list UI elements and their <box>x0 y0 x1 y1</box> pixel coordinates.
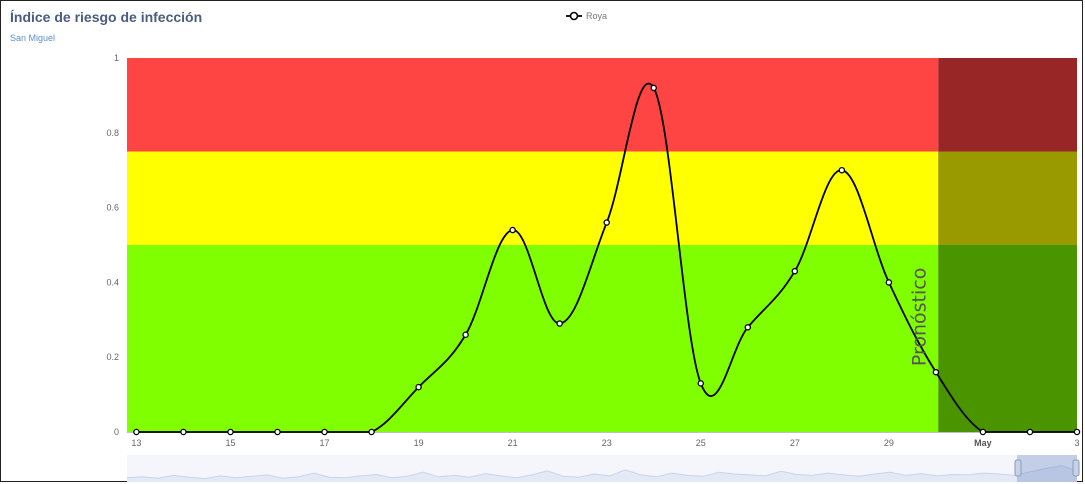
y-tick-label: 0.6 <box>106 203 119 213</box>
x-tick-label: 21 <box>508 438 518 448</box>
legend[interactable]: Roya <box>566 11 607 21</box>
x-tick-label: 17 <box>320 438 330 448</box>
data-point <box>885 279 893 286</box>
y-axis: 0 0.2 0.4 0.6 0.8 1 <box>106 53 119 437</box>
data-point <box>415 383 422 391</box>
data-point <box>180 428 187 436</box>
forecast-band-1 <box>938 151 1077 245</box>
x-tick-label: May <box>974 438 992 448</box>
data-point <box>650 84 657 92</box>
x-tick-label: 13 <box>131 438 141 448</box>
forecast-band-0 <box>938 245 1077 432</box>
x-tick-label: 25 <box>696 438 706 448</box>
navigator-area <box>127 465 1077 482</box>
forecast-band-2 <box>938 58 1077 152</box>
data-point <box>697 380 705 387</box>
forecast-region <box>938 58 1077 432</box>
risk-band-0 <box>127 245 939 432</box>
y-tick-label: 0.2 <box>106 352 119 362</box>
y-tick-label: 1 <box>114 53 119 63</box>
data-point <box>133 428 140 436</box>
navigator[interactable] <box>126 455 1080 482</box>
x-tick-label: 15 <box>225 438 235 448</box>
navigator-handle-right <box>1072 459 1080 477</box>
chart-subtitle: San Miguel <box>10 33 56 43</box>
x-tick-label: 27 <box>790 438 800 448</box>
forecast-label: Pronóstico <box>908 268 930 367</box>
data-point <box>979 428 987 436</box>
data-point <box>744 324 752 331</box>
y-tick-label: 0 <box>114 427 119 437</box>
x-tick-label: 29 <box>884 438 894 448</box>
data-point <box>368 428 375 436</box>
legend-label: Roya <box>586 11 607 21</box>
data-point <box>321 428 328 436</box>
data-point <box>556 320 563 327</box>
data-point <box>932 368 940 376</box>
x-axis: 13 15 17 19 21 23 25 27 29 May 3 <box>127 432 1080 448</box>
risk-band-2 <box>127 58 939 152</box>
risk-band-1 <box>127 151 939 245</box>
y-tick-label: 0.4 <box>106 277 119 287</box>
data-point <box>1073 428 1081 436</box>
risk-bands <box>127 58 939 432</box>
data-point <box>791 267 799 275</box>
navigator-handle-left <box>1014 459 1022 477</box>
data-point <box>274 428 281 436</box>
data-point <box>227 428 234 436</box>
series-points <box>133 84 1081 436</box>
navigator-series <box>126 465 1078 480</box>
x-tick-label: 3 <box>1074 438 1079 448</box>
legend-marker <box>569 11 579 21</box>
navigator-mask <box>1017 455 1077 482</box>
y-tick-label: 0.8 <box>106 128 119 138</box>
x-tick-label: 23 <box>602 438 612 448</box>
data-point <box>838 166 846 174</box>
data-point <box>509 226 516 234</box>
data-point <box>1026 428 1034 436</box>
chart-title: Índice de riesgo de infección <box>10 9 203 25</box>
data-point <box>603 219 610 226</box>
x-tick-label: 19 <box>414 438 424 448</box>
data-point <box>462 331 469 339</box>
